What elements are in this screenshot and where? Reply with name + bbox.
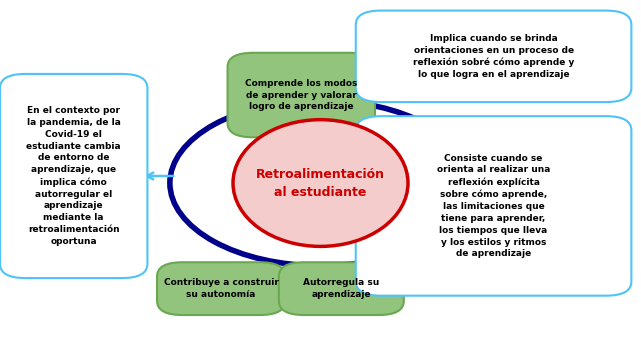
Text: Contribuye a construir
su autonomía: Contribuye a construir su autonomía	[163, 278, 279, 299]
Text: Comprende los modos
de aprender y valorar
logro de aprendizaje: Comprende los modos de aprender y valora…	[245, 79, 358, 111]
FancyBboxPatch shape	[228, 53, 375, 137]
FancyBboxPatch shape	[279, 262, 404, 315]
Text: En el contexto por
la pandemia, de la
Covid-19 el
estudiante cambia
de entorno d: En el contexto por la pandemia, de la Co…	[26, 106, 121, 246]
Text: Retroalimentación
al estudiante: Retroalimentación al estudiante	[256, 168, 385, 199]
Text: Autorregula su
aprendizaje: Autorregula su aprendizaje	[303, 278, 379, 299]
FancyBboxPatch shape	[0, 74, 147, 278]
Text: Consiste cuando se
orienta al realizar una
reflexión explícita
sobre cómo aprend: Consiste cuando se orienta al realizar u…	[437, 153, 550, 258]
FancyBboxPatch shape	[356, 116, 631, 296]
FancyBboxPatch shape	[157, 262, 285, 315]
FancyBboxPatch shape	[356, 11, 631, 102]
Text: Implica cuando se brinda
orientaciones en un proceso de
reflexión sobré cómo apr: Implica cuando se brinda orientaciones e…	[413, 34, 574, 79]
Ellipse shape	[233, 120, 408, 246]
